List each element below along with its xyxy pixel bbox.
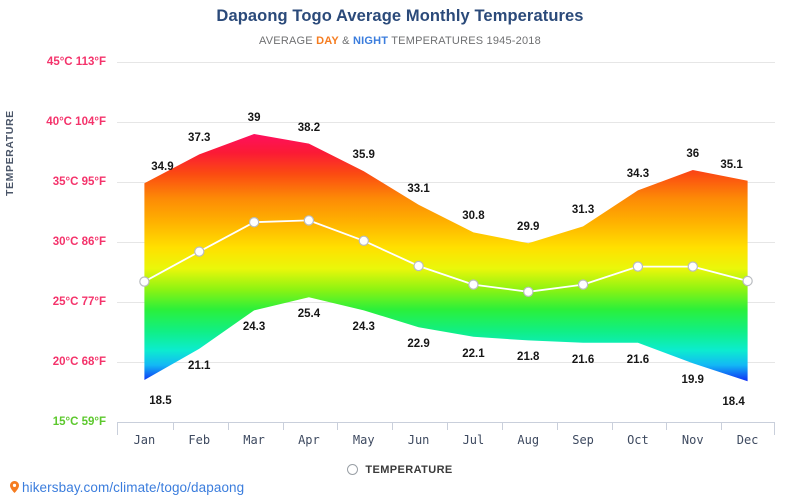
day-temperature-label-apr: 38.2 xyxy=(297,121,321,134)
x-axis-label-dec: Dec xyxy=(736,433,759,447)
source-watermark[interactable]: hikersbay.com/climate/togo/dapaong xyxy=(10,480,244,495)
night-temperature-label-oct: 21.6 xyxy=(626,353,650,366)
x-axis-label-jan: Jan xyxy=(133,433,156,447)
night-temperature-label-sep: 21.6 xyxy=(571,353,595,366)
x-axis-tick xyxy=(228,423,229,430)
map-pin-icon xyxy=(10,481,19,493)
x-axis-tick xyxy=(447,423,448,430)
night-temperature-label-jan: 18.5 xyxy=(149,395,172,407)
y-axis-tick-label: 40°C 104°F xyxy=(46,116,106,128)
subtitle-day-accent: DAY xyxy=(316,35,339,47)
x-axis-tick xyxy=(502,423,503,430)
x-axis-tick xyxy=(337,423,338,430)
x-axis-label-apr: Apr xyxy=(298,433,320,447)
x-axis-tick xyxy=(557,423,558,430)
subtitle-night-accent: NIGHT xyxy=(352,35,389,47)
mean-temperature-point xyxy=(632,261,644,272)
x-axis-label-nov: Nov xyxy=(681,433,704,447)
day-temperature-label-feb: 37.3 xyxy=(188,132,211,145)
x-axis-tick xyxy=(666,423,667,430)
x-axis-label-jul: Jul xyxy=(462,433,485,447)
y-axis-tick-label: 25°C 77°F xyxy=(52,296,106,308)
night-temperature-label-nov: 19.9 xyxy=(681,374,704,387)
night-temperature-label-jul: 22.1 xyxy=(462,347,485,360)
chart-subtitle: AVERAGE DAY & NIGHT TEMPERATURES 1945-20… xyxy=(0,35,800,47)
night-temperature-label-may: 24.3 xyxy=(352,321,375,334)
mean-temperature-point xyxy=(742,275,753,287)
x-axis-tick xyxy=(612,423,613,430)
night-temperature-label-aug: 21.8 xyxy=(517,351,540,364)
x-axis-tick xyxy=(283,423,284,430)
mean-temperature-point xyxy=(139,276,150,287)
gridline xyxy=(117,122,775,123)
x-axis-label-sep: Sep xyxy=(572,433,594,447)
x-axis xyxy=(117,422,775,435)
day-temperature-label-oct: 34.3 xyxy=(626,168,650,181)
day-temperature-label-jun: 33.1 xyxy=(407,182,430,195)
day-temperature-label-jan: 34.9 xyxy=(151,161,174,174)
mean-temperature-point xyxy=(687,261,699,272)
x-axis-label-mar: Mar xyxy=(243,433,265,447)
source-link-text: hikersbay.com/climate/togo/dapaong xyxy=(22,480,245,495)
mean-temperature-point xyxy=(194,246,205,257)
y-axis-ticks: 45°C 113°F 40°C 104°F 35°C 95°F 30°C 86°F 25… xyxy=(14,0,106,500)
y-axis-tick-label: 45°C 113°F xyxy=(46,56,106,68)
mean-temperature-point xyxy=(303,215,315,226)
day-temperature-label-nov: 36 xyxy=(686,148,700,160)
gridline xyxy=(117,182,775,183)
mean-temperature-point xyxy=(468,279,479,290)
subtitle-post: TEMPERATURES 1945-2018 xyxy=(388,35,541,47)
y-axis-tick-label: 35°C 95°F xyxy=(52,176,106,188)
page-title: Dapaong Togo Average Monthly Temperature… xyxy=(216,7,584,25)
temperature-band-svg xyxy=(139,134,753,382)
x-axis-label-feb: Feb xyxy=(188,433,211,447)
x-axis-tick xyxy=(173,423,174,430)
y-axis-tick-label: 30°C 86°F xyxy=(52,236,106,248)
circle-outline-icon xyxy=(347,463,359,475)
gridline xyxy=(117,362,775,363)
chart-legend[interactable]: TEMPERATURE xyxy=(0,463,800,476)
day-temperature-label-sep: 31.3 xyxy=(571,204,595,217)
day-temperature-label-mar: 39 xyxy=(247,112,261,124)
x-axis-label-aug: Aug xyxy=(517,433,540,447)
x-axis-tick xyxy=(392,423,393,430)
plot-area xyxy=(117,62,775,422)
night-temperature-label-mar: 24.3 xyxy=(242,321,266,334)
gridline xyxy=(117,62,775,63)
day-temperature-label-may: 35.9 xyxy=(352,149,375,162)
day-temperature-label-dec: 35.1 xyxy=(720,158,743,171)
legend-label: TEMPERATURE xyxy=(365,464,453,476)
day-temperature-label-jul: 30.8 xyxy=(462,210,485,223)
x-axis-label-may: May xyxy=(352,433,375,447)
mean-temperature-point xyxy=(577,279,589,290)
subtitle-amp: & xyxy=(338,35,353,47)
subtitle-pre: AVERAGE xyxy=(259,35,317,47)
day-temperature-label-aug: 29.9 xyxy=(517,221,540,234)
x-axis-tick xyxy=(721,423,722,430)
x-axis-label-oct: Oct xyxy=(627,433,649,447)
mean-temperature-point xyxy=(358,235,369,246)
mean-temperature-point xyxy=(248,216,260,228)
night-temperature-label-apr: 25.4 xyxy=(297,308,321,321)
y-axis-tick-label: 15°C 59°F xyxy=(52,416,106,428)
x-axis-label-jun: Jun xyxy=(407,433,430,447)
night-temperature-label-jun: 22.9 xyxy=(407,338,430,351)
mean-temperature-point xyxy=(413,260,424,272)
night-temperature-label-dec: 18.4 xyxy=(722,396,745,409)
night-temperature-label-feb: 21.1 xyxy=(188,359,211,372)
y-axis-tick-label: 20°C 68°F xyxy=(52,356,106,368)
mean-temperature-point xyxy=(523,286,534,297)
